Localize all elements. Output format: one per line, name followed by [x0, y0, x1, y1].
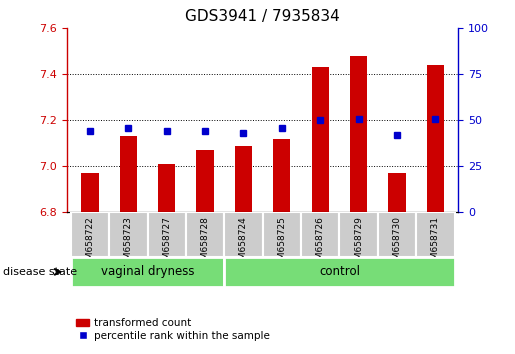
Legend: transformed count, percentile rank within the sample: transformed count, percentile rank withi…	[72, 314, 274, 345]
Bar	[301, 212, 339, 257]
Text: GSM658729: GSM658729	[354, 216, 363, 271]
Bar	[81, 173, 98, 212]
Text: GSM658724: GSM658724	[239, 216, 248, 271]
Text: GSM658727: GSM658727	[162, 216, 171, 271]
Bar	[71, 257, 224, 287]
Text: GSM658725: GSM658725	[278, 216, 286, 271]
Text: GSM658730: GSM658730	[392, 216, 402, 271]
Text: GSM658726: GSM658726	[316, 216, 325, 271]
Text: GSM658722: GSM658722	[85, 216, 94, 271]
Bar	[186, 212, 224, 257]
Bar	[119, 137, 137, 212]
Bar	[109, 212, 147, 257]
Text: GSM658728: GSM658728	[200, 216, 210, 271]
Bar	[263, 212, 301, 257]
Bar	[196, 150, 214, 212]
Bar	[339, 212, 378, 257]
Bar	[147, 212, 186, 257]
Bar	[158, 164, 175, 212]
Bar	[224, 257, 455, 287]
Bar	[273, 139, 290, 212]
Bar	[388, 173, 406, 212]
Text: GSM658731: GSM658731	[431, 216, 440, 271]
Bar	[312, 68, 329, 212]
Bar	[235, 146, 252, 212]
Bar	[378, 212, 416, 257]
Title: GDS3941 / 7935834: GDS3941 / 7935834	[185, 9, 340, 24]
Bar	[427, 65, 444, 212]
Bar	[71, 212, 109, 257]
Bar	[416, 212, 455, 257]
Text: GSM658723: GSM658723	[124, 216, 133, 271]
Bar	[350, 56, 367, 212]
Text: disease state: disease state	[3, 267, 77, 277]
Text: vaginal dryness: vaginal dryness	[101, 265, 194, 278]
Text: control: control	[319, 265, 360, 278]
Bar	[224, 212, 263, 257]
